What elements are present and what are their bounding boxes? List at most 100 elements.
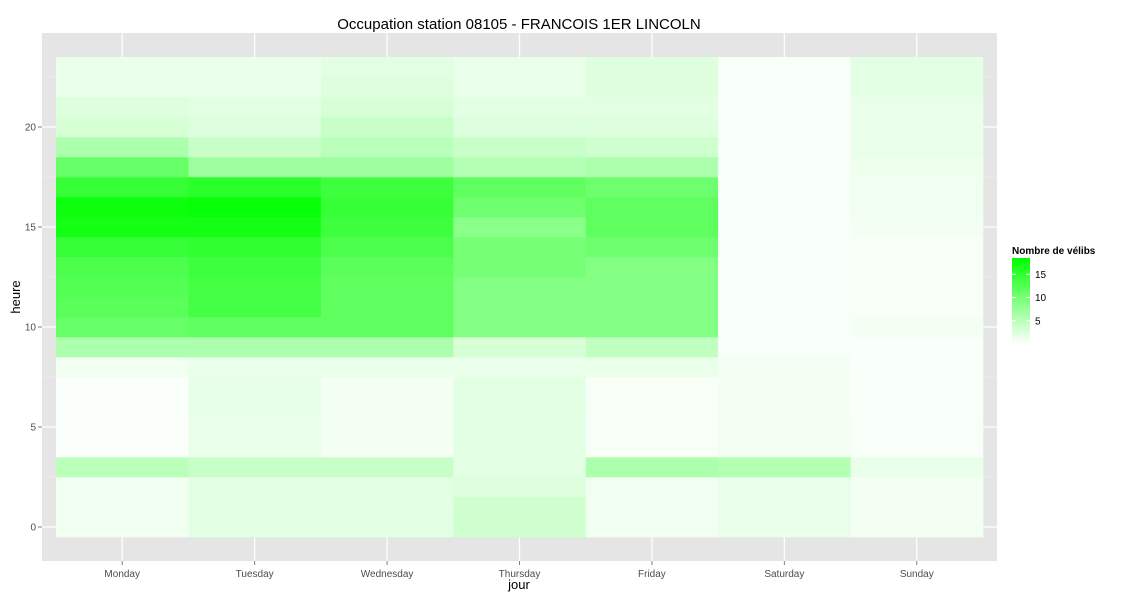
heatmap-cell [585,337,719,358]
heatmap-cell [56,97,189,118]
heatmap-cell [718,77,851,98]
heatmap-cell [850,377,984,398]
heatmap-cell [320,197,454,218]
y-tick-label: 0 [30,523,36,534]
heatmap-cell [188,517,322,538]
heatmap-cell [453,297,587,318]
heatmap-cell [850,517,984,538]
heatmap-cell [453,437,587,458]
heatmap-cell [320,517,454,538]
legend-tick-label: 5 [1035,316,1041,327]
heatmap-cell [56,77,189,98]
heatmap-cell [585,117,719,138]
x-tick-label: Thursday [499,569,541,580]
chart-title: Occupation station 08105 - FRANCOIS 1ER … [337,16,701,33]
heatmap-cell [188,437,322,458]
heatmap-cell [56,157,189,178]
heatmap-cell [850,357,984,378]
x-tick-label: Sunday [900,569,934,580]
heatmap-cell [850,457,984,478]
heatmap-cell [56,257,189,278]
heatmap-cell [718,237,851,258]
heatmap-cell [453,497,587,518]
heatmap-cell [585,357,719,378]
heatmap-cell [453,117,587,138]
heatmap-cell [320,397,454,418]
heatmap-cell [320,297,454,318]
heatmap-cell [718,297,851,318]
heatmap-cell [453,277,587,298]
heatmap-cell [188,397,322,418]
heatmap-cell [453,317,587,338]
heatmap-cell [320,497,454,518]
heatmap-cell [585,277,719,298]
heatmap-cell [718,517,851,538]
heatmap-cell [56,177,189,198]
heatmap-cell [850,297,984,318]
heatmap-cell [320,117,454,138]
heatmap-cell [585,217,719,238]
y-tick-label: 20 [25,123,37,134]
heatmap-cell [585,477,719,498]
y-axis-title: heure [8,280,23,313]
heatmap-cell [188,177,322,198]
heatmap-cell [56,137,189,158]
heatmap-cell [56,497,189,518]
heatmap-cell [453,157,587,178]
legend-tick-label: 10 [1035,293,1047,304]
heatmap-cell [850,497,984,518]
heatmap-cell [56,57,189,78]
legend-ticks: 5 10 15 [1012,270,1047,327]
heatmap-cell [188,337,322,358]
heatmap-cell [188,477,322,498]
heatmap-cell [585,197,719,218]
heatmap-cell [56,357,189,378]
heatmap-cell [850,157,984,178]
heatmap-cell [585,137,719,158]
y-tick-label: 15 [25,223,37,234]
heatmap-cell [850,237,984,258]
heatmap-cell [320,97,454,118]
heatmap-cell [188,117,322,138]
heatmap-cell [188,377,322,398]
heatmap-cell [718,197,851,218]
heatmap-cell [585,517,719,538]
heatmap-cell [850,177,984,198]
heatmap-cell [188,77,322,98]
heatmap-cell [718,217,851,238]
heatmap-cell [56,297,189,318]
heatmap-cell [850,437,984,458]
heatmap-cell [320,477,454,498]
heatmap-cell [718,57,851,78]
x-tick-label: Wednesday [361,569,414,580]
heatmap-cell [320,177,454,198]
legend-title: Nombre de vélibs [1012,246,1096,257]
heatmap-cell [188,417,322,438]
heatmap-cell [718,497,851,518]
heatmap-cell [585,417,719,438]
x-tick-label: Monday [104,569,140,580]
heatmap-cell [320,77,454,98]
heatmap-cell [453,177,587,198]
y-tick-label: 5 [30,423,36,434]
heatmap-cell [453,97,587,118]
heatmap-cell [718,417,851,438]
x-axis: Monday Tuesday Wednesday Thursday Friday Satu… [104,561,934,580]
heatmap-cell [850,337,984,358]
heatmap-cell [718,337,851,358]
heatmap-cell [453,337,587,358]
heatmap-cell [453,137,587,158]
heatmap-cell [585,57,719,78]
heatmap-cell [453,217,587,238]
heatmap-cell [718,177,851,198]
heatmap-cell [453,377,587,398]
heatmap-cell [718,437,851,458]
heatmap-cell [585,497,719,518]
heatmap-cell [188,277,322,298]
x-tick-label: Saturday [764,569,804,580]
heatmap-cell [188,357,322,378]
heatmap-cell [320,317,454,338]
heatmap-cell [188,297,322,318]
